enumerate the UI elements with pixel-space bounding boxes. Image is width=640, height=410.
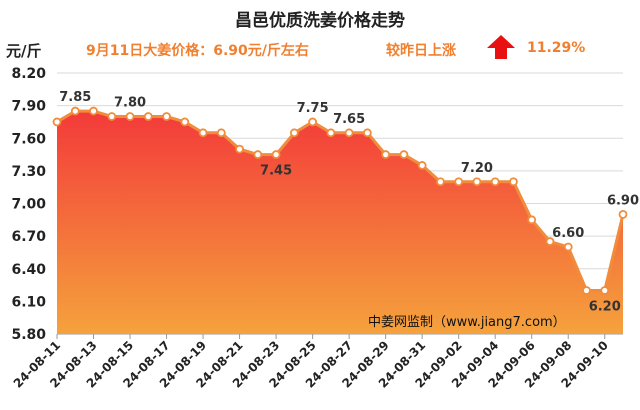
data-point xyxy=(52,117,62,127)
data-label: 7.85 xyxy=(59,90,91,105)
data-label: 7.80 xyxy=(114,96,146,111)
data-point xyxy=(326,128,336,138)
data-point xyxy=(107,112,117,121)
data-label: 7.20 xyxy=(461,161,493,176)
y-tick-label: 7.90 xyxy=(11,99,46,115)
data-point xyxy=(490,177,500,187)
data-point xyxy=(271,150,281,159)
data-point xyxy=(417,161,427,170)
data-point xyxy=(162,112,171,121)
data-point xyxy=(180,117,190,127)
data-point xyxy=(89,106,98,116)
data-point xyxy=(582,286,591,295)
data-point xyxy=(70,106,80,116)
up-arrow-icon xyxy=(487,35,515,59)
y-tick-label: 6.70 xyxy=(11,229,46,245)
data-point xyxy=(600,286,610,295)
y-tick-label: 6.10 xyxy=(11,294,46,310)
data-point xyxy=(563,242,573,252)
data-point xyxy=(618,209,628,219)
chart-title: 昌邑优质洗姜价格走势 xyxy=(235,11,405,31)
price-area xyxy=(57,111,623,334)
data-label: 6.90 xyxy=(607,193,639,208)
y-tick-label: 8.20 xyxy=(11,66,46,82)
data-point xyxy=(436,177,445,187)
y-tick-label: 7.00 xyxy=(11,197,46,213)
data-point xyxy=(527,215,537,225)
data-point xyxy=(509,177,518,187)
data-labels: 7.85 7.80 7.45 7.75 7.65 7.20 6.60 6.20 6.90 xyxy=(59,90,639,314)
y-tick-label: 6.40 xyxy=(11,262,46,278)
y-axis-ticks: 5.80 6.10 6.40 6.70 7.00 7.30 7.60 7.90 8.20 xyxy=(11,66,46,343)
x-axis-ticks: 24-08-1124-08-1324-08-1524-08-1724-08-19… xyxy=(11,334,611,391)
data-label: 6.60 xyxy=(552,226,584,241)
data-label: 7.45 xyxy=(260,164,292,179)
data-label: 6.20 xyxy=(589,300,621,315)
data-point xyxy=(545,237,555,246)
data-point xyxy=(381,150,391,159)
y-axis-unit: 元/斤 xyxy=(6,42,42,60)
data-point xyxy=(253,150,263,159)
data-points xyxy=(52,106,628,295)
data-label: 7.65 xyxy=(333,112,365,127)
data-point xyxy=(216,128,226,138)
data-point xyxy=(143,112,153,121)
data-label: 7.75 xyxy=(297,101,329,116)
change-value: 11.29% xyxy=(527,40,586,56)
watermark: 中姜网监制（www.jiang7.com） xyxy=(368,315,566,330)
data-point xyxy=(235,144,244,154)
y-tick-label: 5.80 xyxy=(11,327,46,343)
y-tick-label: 7.60 xyxy=(11,131,46,147)
data-point xyxy=(362,128,372,138)
change-label: 较昨日上涨 xyxy=(386,43,456,59)
data-point xyxy=(198,128,208,138)
data-point xyxy=(125,112,135,121)
price-note: 9月11日大姜价格：6.90元/斤左右 xyxy=(86,43,309,59)
y-tick-label: 7.30 xyxy=(11,164,46,180)
data-point xyxy=(399,150,409,159)
data-point xyxy=(289,128,299,138)
data-point xyxy=(472,177,482,187)
data-point xyxy=(344,128,354,138)
data-point xyxy=(454,177,464,187)
data-point xyxy=(308,117,318,127)
